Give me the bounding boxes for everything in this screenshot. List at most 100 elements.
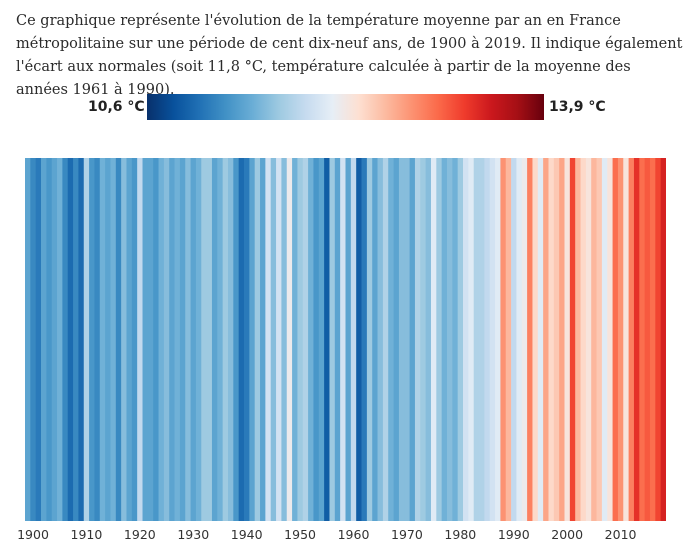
stripe-1959 — [340, 158, 346, 521]
stripe-1953 — [308, 158, 314, 521]
x-tick-label: 1910 — [70, 527, 103, 542]
stripe-1956 — [324, 158, 330, 521]
stripe-1912 — [89, 158, 95, 521]
stripe-1919 — [126, 158, 133, 521]
stripe-1918 — [121, 158, 127, 521]
stripe-1916 — [110, 158, 117, 521]
stripe-1984 — [473, 158, 480, 521]
warming-stripes-chart — [25, 158, 666, 521]
stripe-1906 — [57, 158, 63, 521]
stripe-1908 — [67, 158, 74, 521]
stripe-1903 — [41, 158, 47, 521]
stripe-2019 — [660, 158, 666, 521]
stripe-1939 — [233, 158, 240, 521]
stripe-1966 — [377, 158, 384, 521]
stripe-1955 — [318, 158, 325, 521]
stripe-1927 — [169, 158, 175, 521]
stripe-1999 — [553, 158, 560, 521]
stripe-2010 — [612, 158, 619, 521]
stripe-2009 — [607, 158, 613, 521]
stripe-1943 — [254, 158, 261, 521]
stripe-1932 — [195, 158, 202, 521]
stripe-1940 — [238, 158, 245, 521]
stripe-2005 — [585, 158, 592, 521]
stripe-1971 — [404, 158, 410, 521]
stripe-1945 — [265, 158, 272, 521]
stripe-1987 — [489, 158, 496, 521]
stripe-1935 — [211, 158, 218, 521]
stripe-1969 — [393, 158, 400, 521]
stripe-1933 — [201, 158, 208, 521]
stripe-1902 — [35, 158, 42, 521]
stripe-1981 — [457, 158, 464, 521]
stripe-1949 — [286, 158, 293, 521]
stripe-1963 — [361, 158, 368, 521]
stripe-2017 — [649, 158, 656, 521]
stripe-1911 — [83, 158, 90, 521]
stripe-2003 — [575, 158, 581, 521]
stripe-1989 — [500, 158, 507, 521]
x-tick-label: 1990 — [497, 527, 530, 542]
stripe-2014 — [633, 158, 640, 521]
stripe-1930 — [185, 158, 191, 521]
stripe-1950 — [292, 158, 298, 521]
stripe-1910 — [78, 158, 85, 521]
stripe-1909 — [73, 158, 79, 521]
stripe-1915 — [105, 158, 111, 521]
scale-max-label: 13,9 °C — [549, 99, 606, 115]
stripe-2002 — [569, 158, 576, 521]
stripe-1900 — [25, 158, 31, 521]
stripe-1991 — [511, 158, 517, 521]
stripe-1925 — [158, 158, 165, 521]
stripe-1954 — [313, 158, 320, 521]
x-tick-label: 1930 — [177, 527, 210, 542]
stripe-2011 — [617, 158, 624, 521]
stripe-2018 — [655, 158, 662, 521]
stripe-1972 — [409, 158, 416, 521]
stripe-1921 — [137, 158, 143, 521]
stripe-1913 — [94, 158, 101, 521]
stripe-1980 — [452, 158, 459, 521]
stripe-2001 — [564, 158, 571, 521]
stripe-1976 — [430, 158, 437, 521]
stripe-1901 — [30, 158, 37, 521]
stripe-1992 — [516, 158, 523, 521]
stripe-1965 — [372, 158, 378, 521]
stripe-1941 — [244, 158, 250, 521]
stripe-1978 — [441, 158, 448, 521]
stripe-1938 — [227, 158, 234, 521]
x-tick-label: 1970 — [391, 527, 423, 542]
stripe-1931 — [190, 158, 197, 521]
stripe-1983 — [468, 158, 475, 521]
stripe-1926 — [163, 158, 170, 521]
stripe-1968 — [388, 158, 394, 521]
stripe-1937 — [222, 158, 229, 521]
scale-min-label: 10,6 °C — [88, 99, 145, 115]
stripe-1922 — [142, 158, 149, 521]
stripe-1920 — [131, 158, 138, 521]
stripe-2008 — [601, 158, 608, 521]
stripe-2000 — [559, 158, 565, 521]
stripe-2004 — [580, 158, 587, 521]
stripe-1970 — [398, 158, 405, 521]
x-tick-label: 2010 — [604, 527, 637, 542]
stripe-1942 — [249, 158, 256, 521]
stripe-2007 — [596, 158, 603, 521]
x-tick-label: 1960 — [337, 527, 370, 542]
stripe-2013 — [628, 158, 635, 521]
stripe-1998 — [548, 158, 555, 521]
x-tick-label: 2000 — [551, 527, 584, 542]
stripe-1904 — [46, 158, 53, 521]
stripe-1995 — [532, 158, 539, 521]
stripe-1924 — [153, 158, 159, 521]
stripe-1988 — [495, 158, 501, 521]
stripe-1914 — [99, 158, 106, 521]
stripe-1982 — [463, 158, 469, 521]
stripe-1996 — [537, 158, 544, 521]
stripe-1905 — [51, 158, 58, 521]
stripe-1958 — [334, 158, 341, 521]
stripe-1934 — [206, 158, 213, 521]
x-tick-label: 1920 — [123, 527, 156, 542]
stripe-1964 — [366, 158, 373, 521]
x-tick-label: 1940 — [230, 527, 263, 542]
